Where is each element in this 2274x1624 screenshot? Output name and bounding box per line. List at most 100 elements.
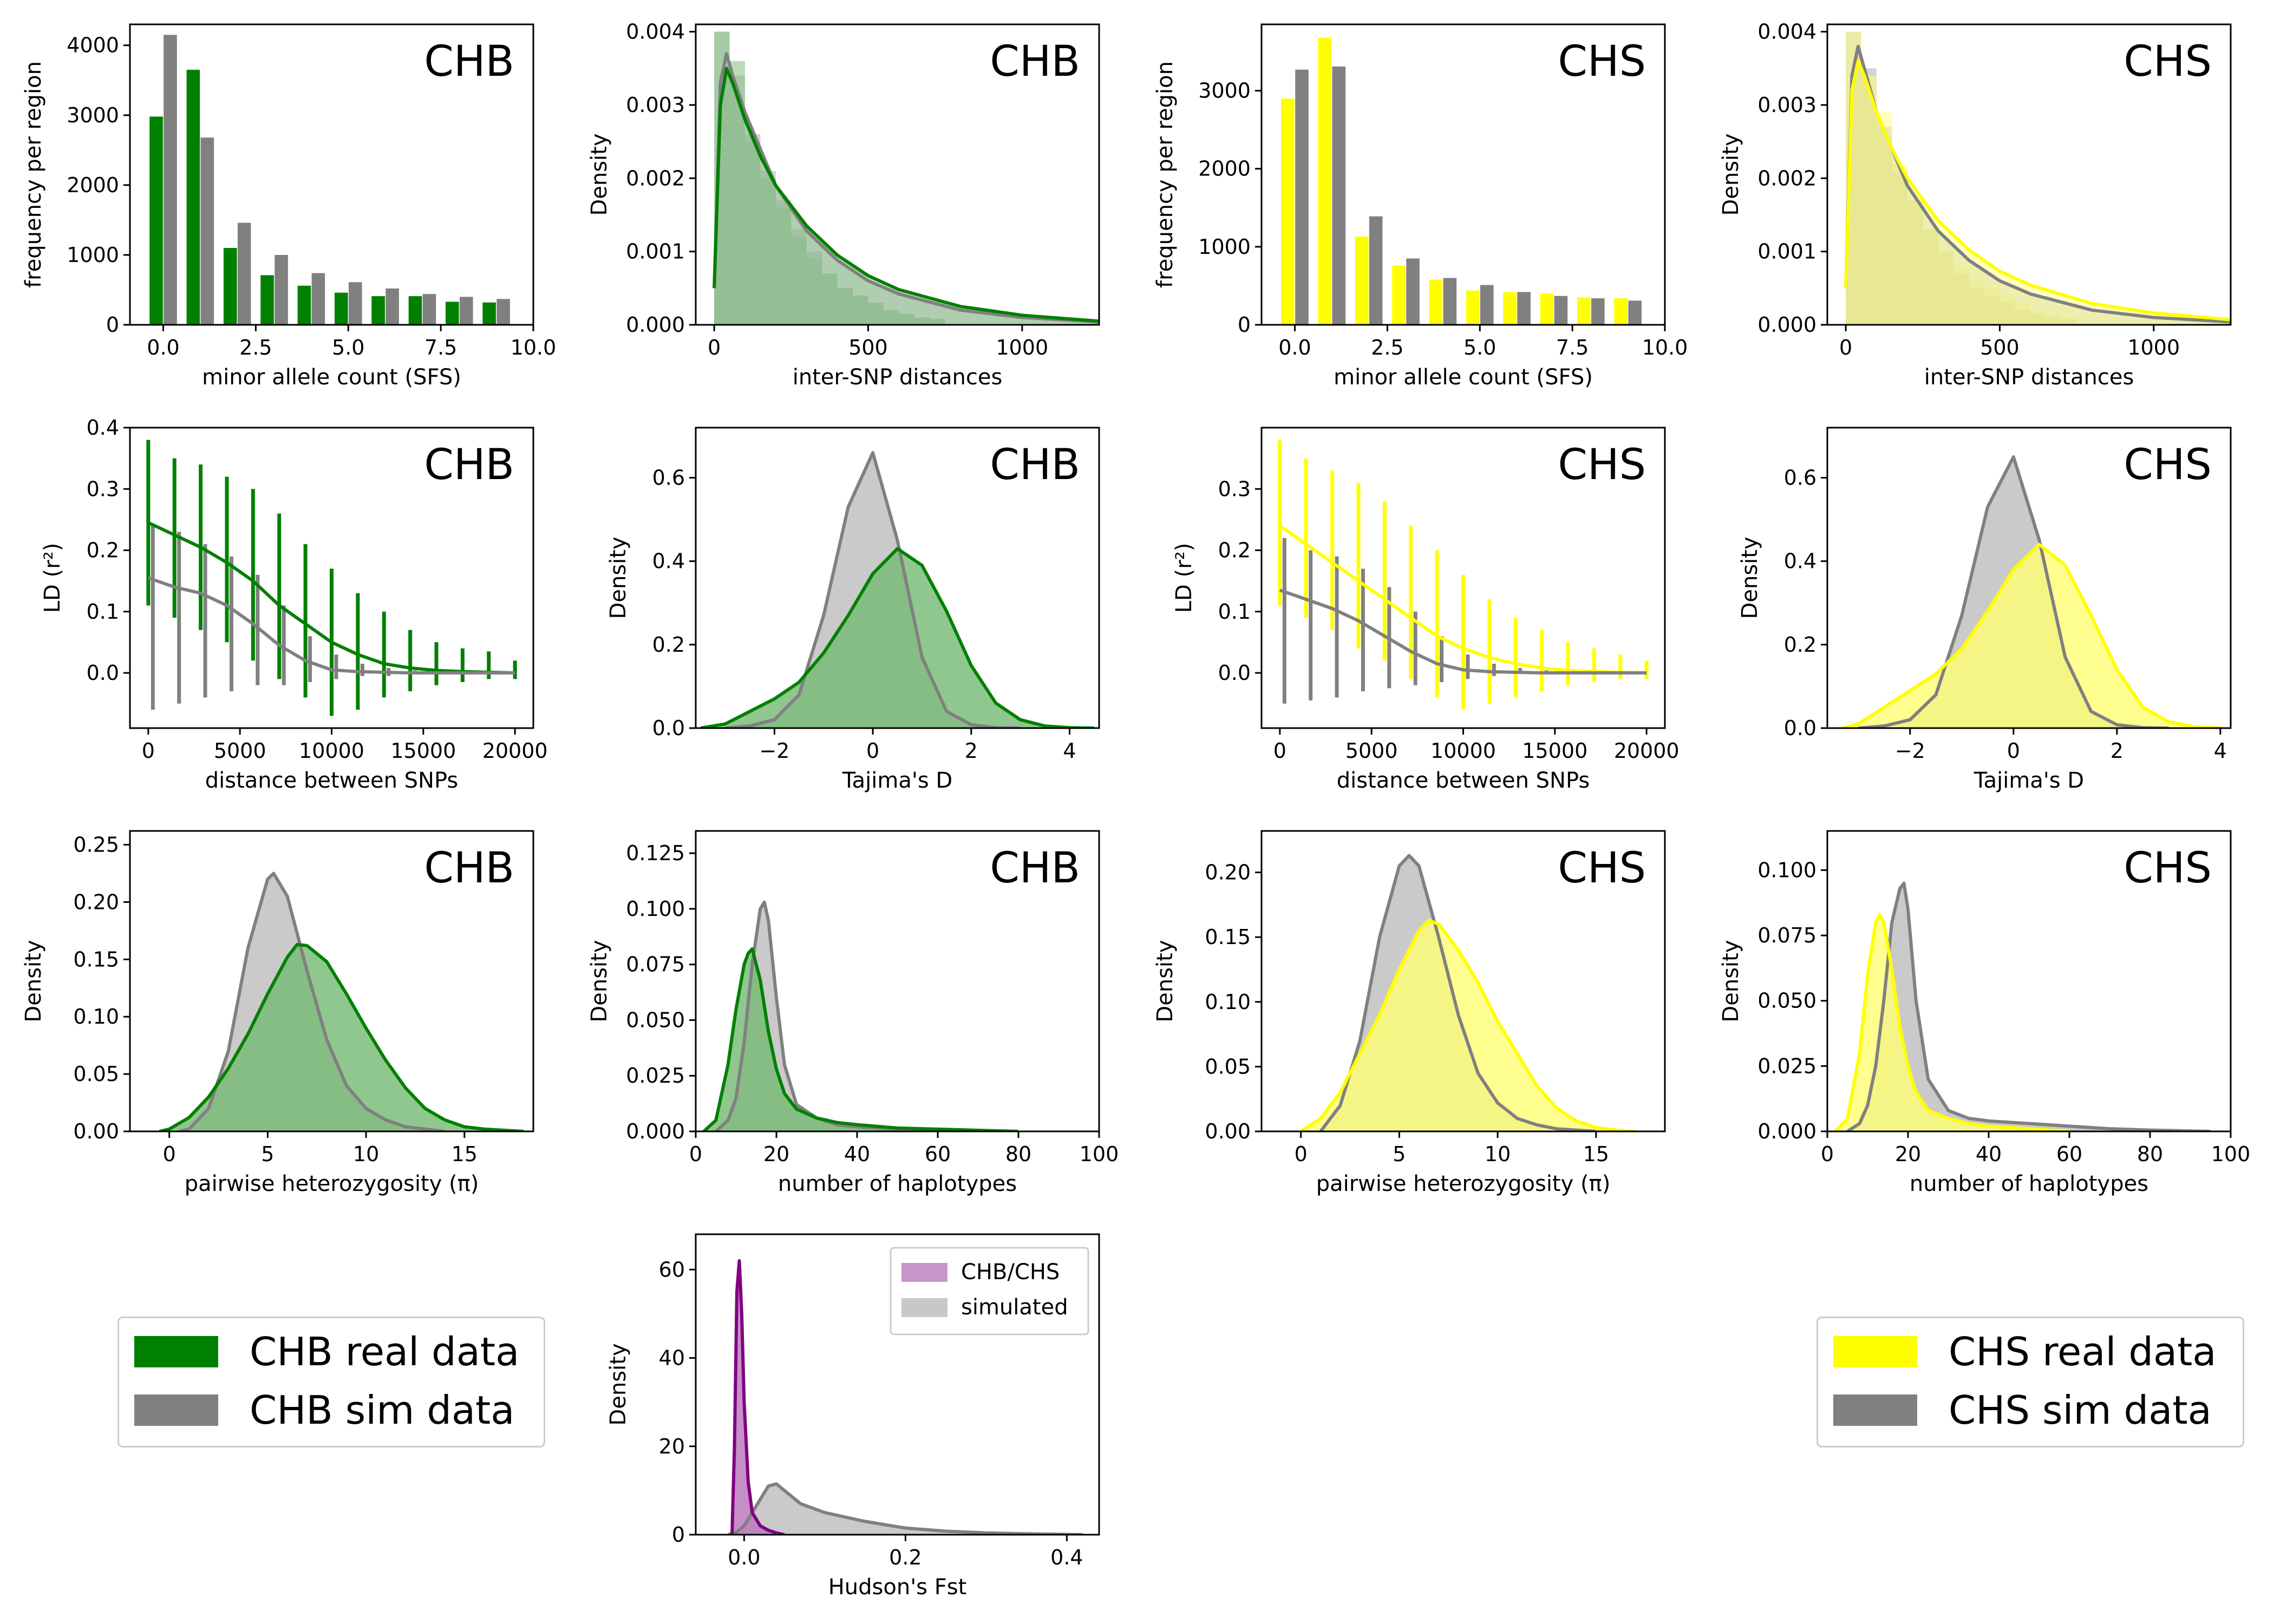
density-area — [732, 1260, 785, 1535]
x-axis-label: number of haplotypes — [778, 1171, 1017, 1196]
bar — [1295, 69, 1309, 325]
x-tick-label: 0 — [689, 1142, 702, 1166]
y-tick-label: 0.25 — [73, 833, 119, 856]
y-tick-label: 1000 — [67, 243, 119, 267]
plot-area — [159, 872, 524, 1131]
density-line — [713, 67, 1099, 323]
x-tick-label: 2 — [965, 739, 978, 763]
x-axis-label: distance between SNPs — [205, 768, 458, 793]
legend-item: CHS sim data — [1833, 1387, 2212, 1433]
x-tick-label: 0 — [163, 1142, 176, 1166]
x-tick-label: 60 — [925, 1142, 951, 1166]
density-area — [159, 944, 524, 1131]
x-tick-label: 0.4 — [1050, 1546, 1083, 1569]
y-tick-label: 0.000 — [626, 313, 685, 337]
x-tick-label: 100 — [2211, 1142, 2251, 1166]
legend-chb: CHB real data CHB sim data — [117, 1317, 545, 1448]
bar — [1332, 66, 1346, 325]
y-tick-label: 3000 — [1198, 79, 1251, 103]
bar — [1443, 278, 1457, 325]
x-tick-label: 10 — [1485, 1142, 1511, 1166]
bar — [482, 302, 496, 325]
legend-label: CHB/CHS — [961, 1260, 1060, 1285]
hist-bar — [837, 288, 853, 325]
legend-swatch — [901, 1263, 948, 1282]
axes-frame — [1826, 427, 2232, 729]
density-line — [725, 451, 1021, 728]
y-tick-label: 0.125 — [626, 841, 685, 865]
density-area — [1835, 914, 2069, 1131]
y-tick-label: 0.001 — [626, 240, 685, 264]
hist-bar — [1861, 75, 1877, 325]
x-tick-label: 20000 — [1614, 739, 1680, 763]
density-area — [1842, 544, 2220, 728]
legend-item: CHB real data — [134, 1329, 519, 1374]
density-line — [1844, 59, 2231, 322]
y-tick-label: 0.002 — [1757, 166, 1816, 190]
bar — [1503, 292, 1517, 325]
y-tick-label: 1000 — [1198, 235, 1251, 259]
bar — [1466, 290, 1480, 325]
hist-bar — [914, 317, 930, 325]
axes-frame — [695, 830, 1100, 1132]
x-axis-label: Hudson's Fst — [828, 1575, 967, 1600]
bar — [1614, 298, 1628, 325]
hist-bar — [899, 313, 914, 325]
y-tick-label: 0.6 — [1784, 466, 1816, 490]
x-tick-label: 0 — [1821, 1142, 1834, 1166]
y-axis-label: Density — [587, 940, 612, 1022]
legend-swatch-chb-sim — [134, 1394, 218, 1426]
axes-frame — [1260, 23, 1666, 326]
x-axis-label: pairwise heterozygosity (π) — [185, 1171, 479, 1196]
bar — [1406, 258, 1420, 325]
plot-area — [702, 900, 1019, 1131]
bar — [446, 302, 459, 325]
y-tick-label: 4000 — [67, 34, 119, 57]
bar — [164, 35, 177, 325]
panel-chs-sfs: 0.0 2.5 5.0 7.5 10.0 0 1000 2000 3000 minor allel… — [1153, 23, 1688, 390]
hist-bar — [822, 273, 838, 325]
y-tick-label: 0.0 — [1784, 716, 1816, 740]
x-tick-label: 5 — [261, 1142, 274, 1166]
density-area — [728, 1484, 1083, 1535]
y-axis-label: Density — [606, 536, 631, 619]
bar — [311, 273, 325, 325]
x-tick-label: 1000 — [2127, 336, 2180, 359]
panel-chs-haplo: 0 20 40 60 80 100 0.000 0.025 0.050 0.075 0.100 num… — [1718, 830, 2251, 1196]
x-tick-label: 0.0 — [728, 1546, 760, 1569]
panel-chb-ld: 0 5000 10000 15000 20000 0.0 0.1 0.2 0.3 0.4 dista… — [40, 416, 548, 793]
y-axis-label: LD (r²) — [1172, 543, 1197, 613]
x-tick-label: 0 — [708, 336, 721, 359]
panel-title: CHB — [424, 844, 514, 893]
legend-label: CHS real data — [1949, 1329, 2217, 1374]
x-tick-label: −2 — [759, 739, 789, 763]
panel-chs-dist: 0 500 1000 0.000 0.001 0.002 0.003 0.004 inter-S… — [1718, 20, 2232, 390]
hist-bar — [1984, 288, 2000, 325]
density-line — [715, 900, 938, 1131]
y-tick-label: 0.3 — [1218, 477, 1251, 501]
x-axis-label: number of haplotypes — [1910, 1171, 2148, 1196]
x-axis-label: minor allele count (SFS) — [202, 365, 461, 390]
panel-title: CHB — [990, 844, 1080, 893]
y-tick-label: 0.4 — [1784, 549, 1816, 573]
x-tick-label: 15000 — [390, 739, 456, 763]
y-tick-label: 0.10 — [73, 1005, 119, 1029]
x-axis-label: inter-SNP distances — [793, 365, 1003, 390]
bar — [385, 288, 399, 325]
y-tick-label: 0.6 — [652, 466, 685, 490]
legend-swatch-chb-real — [134, 1336, 218, 1367]
hist-bar — [1938, 251, 1954, 325]
bar — [275, 254, 288, 325]
x-tick-label: 4 — [2214, 739, 2227, 763]
y-tick-label: 0.075 — [626, 953, 685, 977]
plot-area — [1834, 881, 2211, 1131]
y-axis-label: LD (r²) — [40, 543, 65, 613]
x-axis-label: pairwise heterozygosity (π) — [1316, 1171, 1611, 1196]
y-tick-label: 0.0 — [87, 661, 119, 685]
legend-label: simulated — [961, 1295, 1068, 1320]
panel-title: CHB — [990, 441, 1080, 489]
density-line — [727, 1482, 1083, 1535]
x-tick-label: 20000 — [482, 739, 548, 763]
x-tick-label: 15000 — [1522, 739, 1587, 763]
hist-bar — [791, 237, 807, 325]
